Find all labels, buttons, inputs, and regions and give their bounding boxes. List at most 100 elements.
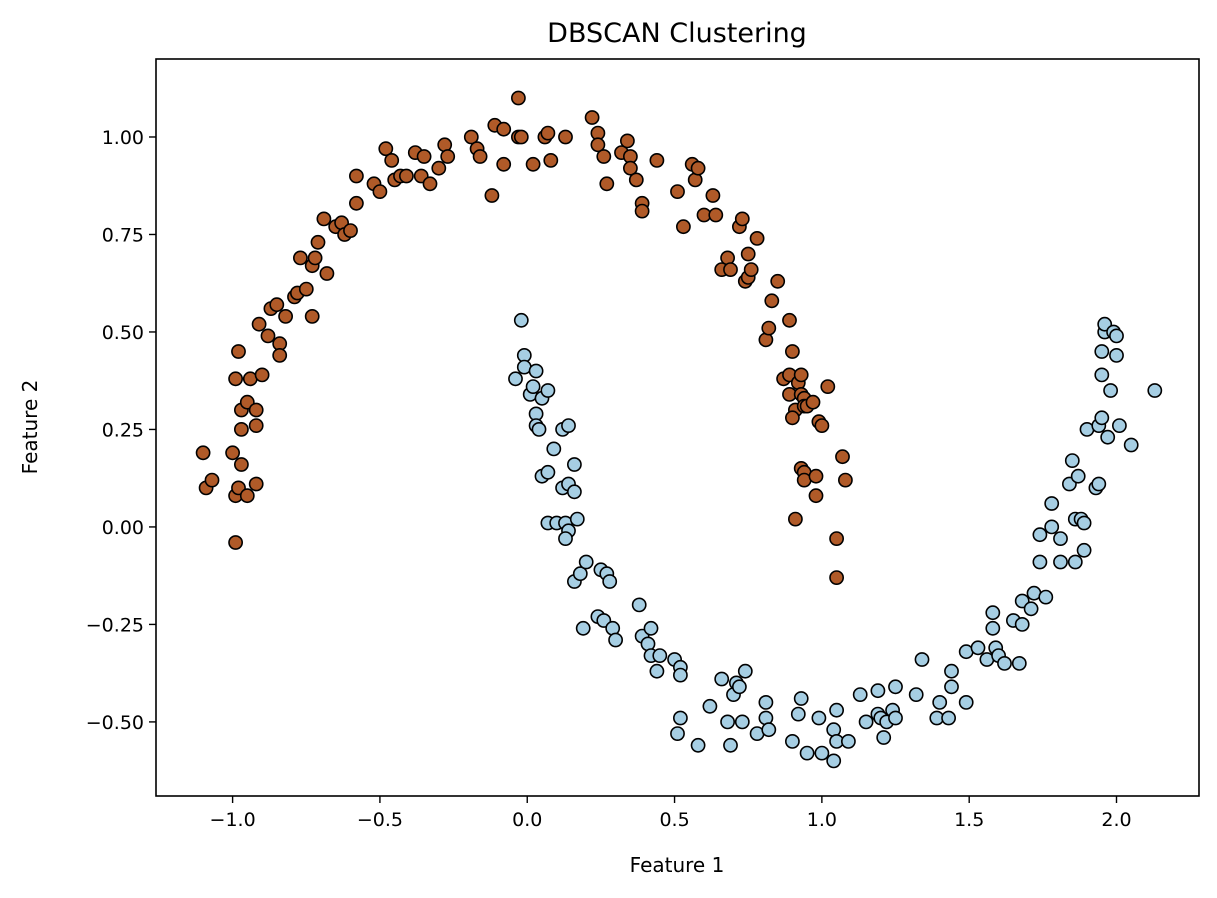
x-tick-label: 0.0	[512, 809, 542, 831]
data-point-cluster-1	[1014, 617, 1030, 632]
data-point-cluster-0	[723, 262, 738, 277]
data-point-cluster-0	[620, 133, 635, 149]
data-point-cluster-0	[431, 160, 447, 176]
data-point-cluster-0	[228, 371, 243, 387]
data-point-cluster-1	[870, 683, 886, 699]
data-point-cluster-1	[643, 620, 659, 636]
data-point-cluster-0	[440, 149, 456, 164]
data-point-cluster-0	[416, 149, 432, 164]
data-point-cluster-1	[572, 566, 588, 582]
data-point-cluster-1	[1100, 429, 1116, 445]
data-point-cluster-1	[841, 734, 856, 749]
data-point-cluster-0	[785, 344, 800, 359]
data-point-cluster-1	[673, 667, 688, 683]
data-point-cluster-1	[944, 679, 959, 695]
data-point-cluster-1	[1067, 554, 1083, 570]
data-point-cluster-0	[195, 445, 211, 461]
data-point-cluster-0	[233, 457, 249, 472]
data-point-cluster-1	[858, 714, 874, 730]
data-point-cluster-0	[304, 308, 320, 324]
data-point-cluster-1	[558, 531, 573, 546]
data-point-cluster-1	[758, 695, 774, 710]
data-point-cluster-1	[1109, 347, 1124, 363]
data-point-cluster-0	[829, 570, 844, 585]
data-point-cluster-0	[348, 195, 364, 211]
data-point-cluster-0	[785, 410, 800, 426]
data-point-cluster-0	[770, 273, 786, 289]
data-point-cluster-0	[298, 281, 314, 297]
data-point-cluster-0	[734, 211, 750, 227]
data-point-cluster-0	[525, 156, 541, 172]
data-point-cluster-0	[540, 125, 556, 141]
data-point-cluster-1	[1076, 515, 1092, 531]
data-point-cluster-1	[1112, 418, 1127, 433]
data-point-cluster-0	[764, 293, 780, 309]
data-point-cluster-0	[820, 379, 836, 394]
data-point-cluster-0	[543, 152, 559, 168]
data-point-cluster-0	[690, 160, 706, 176]
data-point-cluster-1	[852, 687, 868, 702]
data-point-cluster-1	[531, 421, 547, 437]
data-point-cluster-1	[723, 737, 738, 753]
data-point-cluster-1	[944, 663, 959, 679]
data-point-cluster-1	[702, 698, 718, 714]
y-tick-label: 0.25	[102, 419, 144, 441]
data-point-cluster-0	[670, 184, 685, 199]
data-point-cluster-1	[914, 652, 930, 667]
data-point-cluster-0	[272, 347, 288, 363]
x-tick-label: 1.5	[954, 809, 984, 831]
data-point-cluster-1	[1023, 601, 1039, 617]
data-point-cluster-1	[1094, 410, 1110, 426]
data-point-cluster-1	[720, 714, 735, 730]
data-point-cluster-1	[1044, 519, 1060, 535]
data-point-cluster-0	[584, 110, 600, 125]
data-point-cluster-1	[1011, 656, 1027, 671]
data-point-cluster-0	[472, 149, 488, 164]
data-point-cluster-0	[558, 129, 573, 145]
data-point-cluster-0	[596, 149, 612, 164]
data-point-cluster-0	[513, 129, 529, 145]
data-point-cluster-0	[511, 90, 526, 106]
data-point-cluster-0	[838, 472, 853, 488]
data-point-cluster-1	[1094, 367, 1110, 383]
x-tick-label: 0.5	[659, 809, 689, 831]
data-point-cluster-0	[590, 137, 606, 153]
plot-frame	[155, 58, 1200, 797]
data-point-cluster-1	[608, 632, 623, 648]
data-point-cluster-1	[1070, 468, 1086, 484]
data-point-cluster-0	[496, 156, 512, 172]
data-point-cluster-1	[561, 418, 576, 433]
data-point-cluster-1	[513, 312, 529, 328]
x-tick-label: 1.0	[807, 809, 837, 831]
data-point-cluster-0	[254, 367, 270, 383]
data-point-cluster-1	[567, 457, 582, 472]
data-point-cluster-0	[228, 535, 243, 550]
data-point-cluster-1	[1064, 453, 1080, 468]
y-tick-label: 0.50	[102, 322, 144, 344]
data-point-cluster-0	[319, 266, 335, 281]
data-point-cluster-1	[1091, 476, 1107, 492]
data-point-cluster-0	[378, 141, 394, 157]
data-point-cluster-1	[811, 710, 827, 726]
data-point-cluster-0	[808, 468, 824, 484]
data-point-cluster-0	[793, 367, 809, 383]
data-point-cluster-0	[805, 394, 821, 410]
data-point-cluster-0	[496, 121, 512, 137]
data-point-cluster-0	[384, 152, 400, 168]
data-point-cluster-0	[372, 184, 388, 199]
x-tick-label: −0.5	[357, 809, 403, 831]
data-point-cluster-1	[997, 656, 1012, 671]
data-point-cluster-1	[737, 663, 753, 679]
x-tick-label: 2.0	[1101, 809, 1131, 831]
data-point-cluster-1	[908, 687, 924, 702]
y-tick-label: −0.50	[86, 712, 144, 734]
data-point-cluster-1	[1038, 589, 1054, 605]
data-point-cluster-1	[888, 710, 903, 726]
y-tick-label: −0.25	[86, 614, 144, 636]
data-point-cluster-0	[628, 172, 644, 188]
data-point-cluster-0	[808, 488, 824, 504]
data-point-cluster-1	[814, 745, 830, 761]
data-point-cluster-0	[348, 168, 364, 184]
data-point-cluster-1	[690, 737, 706, 753]
